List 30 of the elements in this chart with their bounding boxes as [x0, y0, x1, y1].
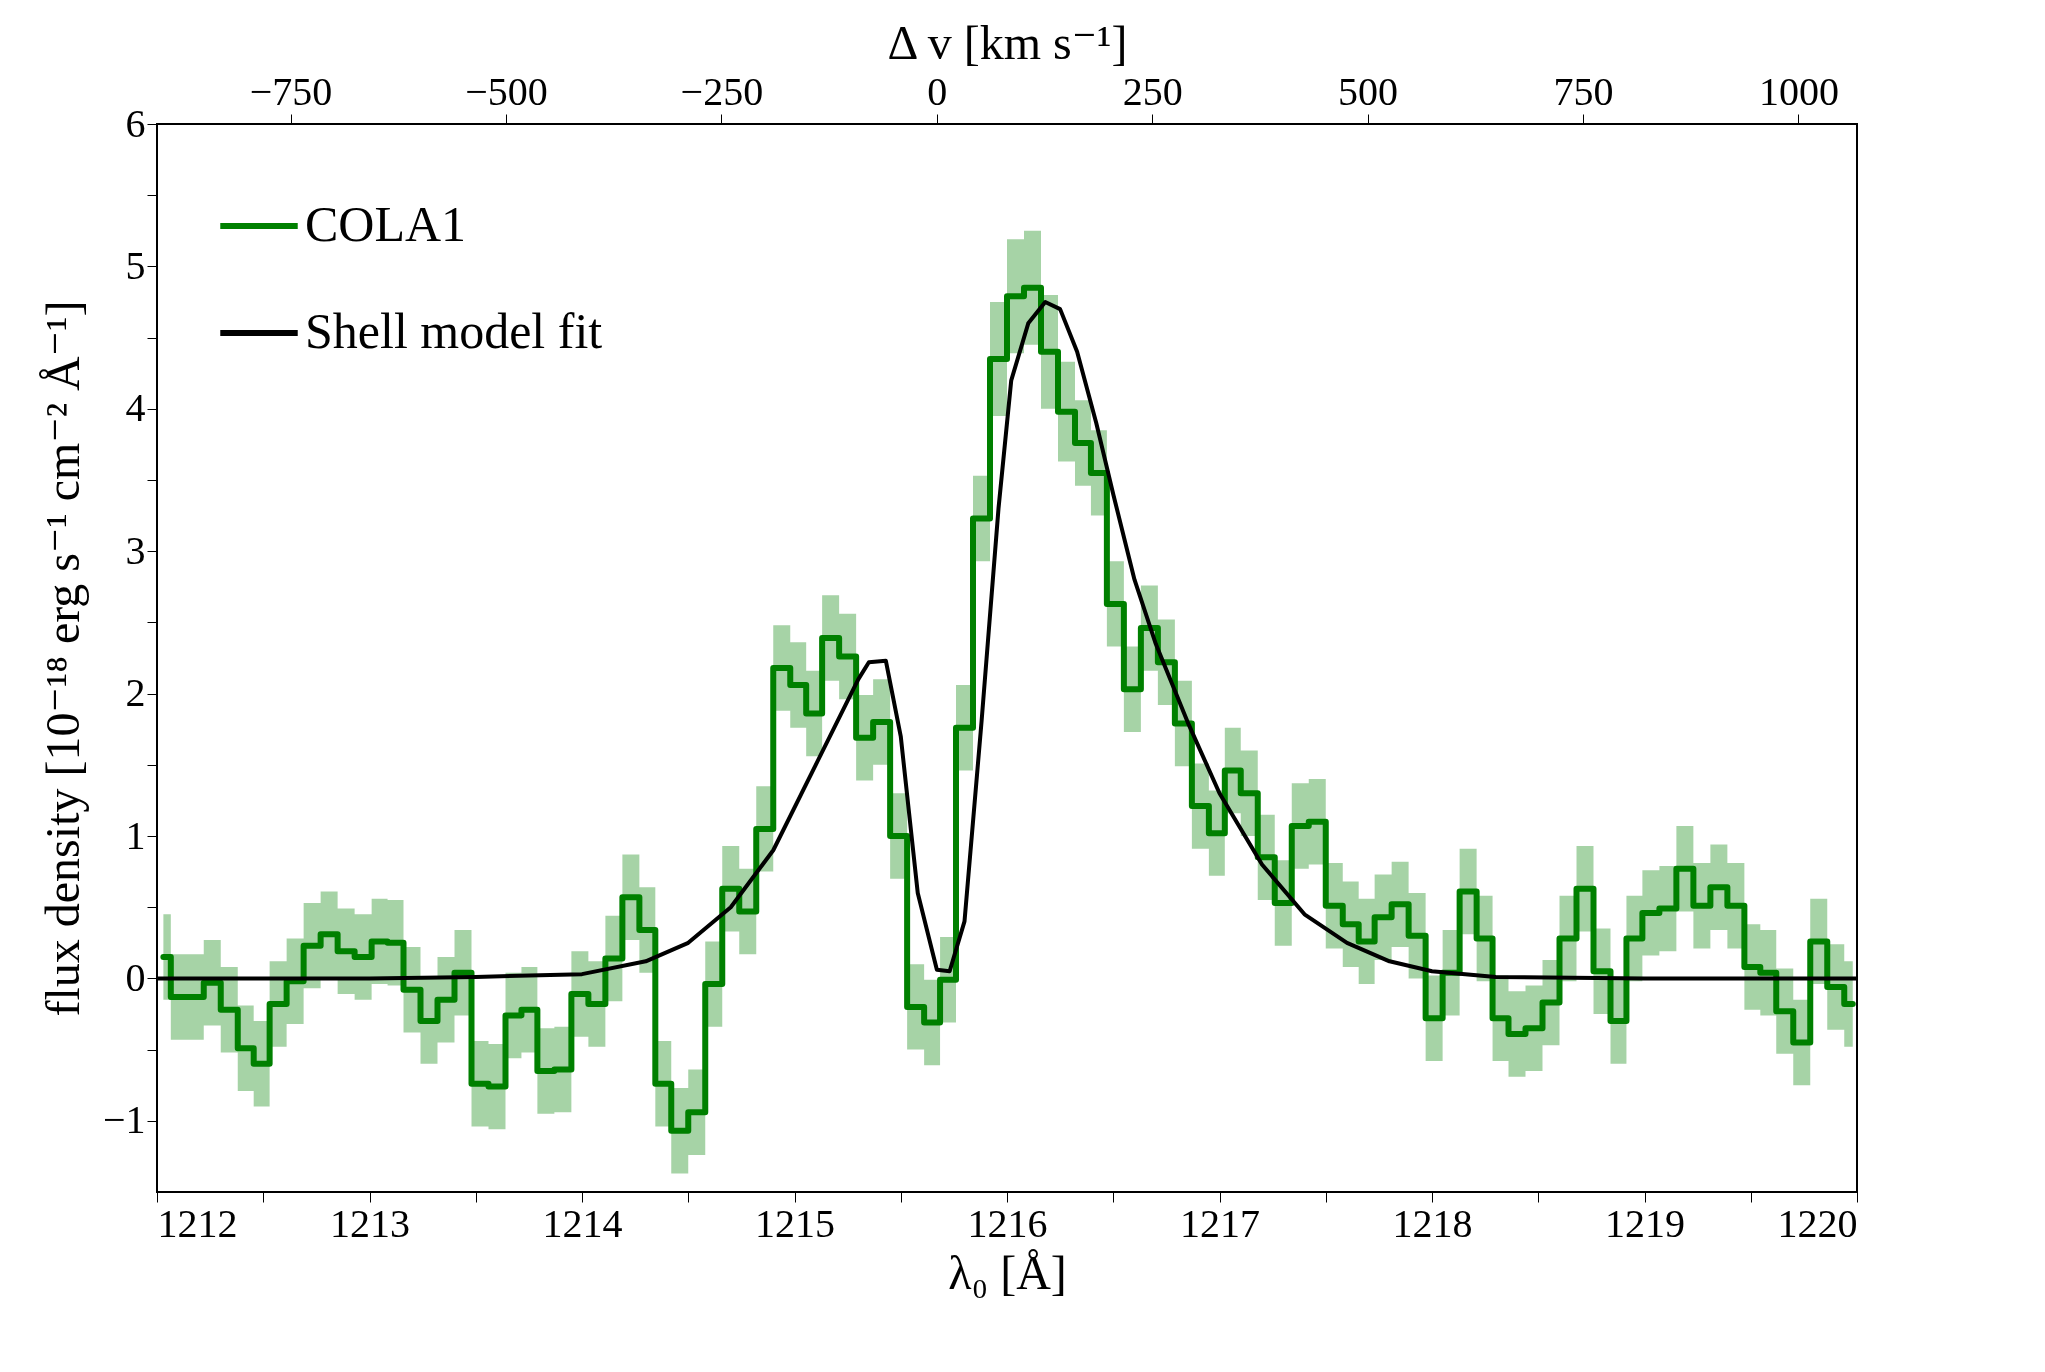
x2-tick-label: −500 — [465, 68, 548, 114]
y-tick-label: 1 — [125, 812, 146, 858]
x2-tick-label: −750 — [249, 68, 333, 114]
x-tick-label: 1220 — [1777, 1200, 1858, 1246]
x2-tick-label: 0 — [927, 68, 948, 114]
y-tick-label: −1 — [102, 1097, 146, 1143]
x2-tick-label: 1000 — [1758, 68, 1839, 114]
y-tick-label: 0 — [125, 954, 146, 1000]
y-tick-label: 6 — [125, 100, 146, 146]
y-tick-label: 4 — [125, 385, 146, 431]
x2-tick-label: 500 — [1338, 68, 1399, 114]
y-tick-label: 2 — [125, 670, 146, 716]
y-tick-label: 3 — [125, 527, 146, 573]
x-tick-label: 1215 — [755, 1200, 835, 1246]
x-tick-label: 1218 — [1392, 1200, 1473, 1246]
x-axis-title: λ₀ [Å] — [948, 1245, 1067, 1299]
x-tick-label: 1219 — [1605, 1200, 1685, 1246]
x-tick-label: 1212 — [157, 1200, 238, 1246]
x2-tick-label: 250 — [1122, 68, 1183, 114]
legend-label: Shell model fit — [305, 303, 603, 359]
legend-label: COLA1 — [305, 196, 467, 252]
x2-tick-label: 750 — [1553, 68, 1614, 114]
y-axis-title: flux density [10⁻¹⁸ erg s⁻¹ cm⁻² Å⁻¹] — [35, 300, 89, 1017]
x-tick-label: 1213 — [330, 1200, 410, 1246]
x-tick-label: 1214 — [542, 1200, 623, 1246]
x2-tick-label: −250 — [680, 68, 764, 114]
x-tick-label: 1216 — [967, 1200, 1048, 1246]
y-tick-label: 5 — [125, 242, 146, 288]
x-tick-label: 1217 — [1180, 1200, 1260, 1246]
x2-axis-title: Δ v [km s⁻¹] — [887, 15, 1128, 69]
